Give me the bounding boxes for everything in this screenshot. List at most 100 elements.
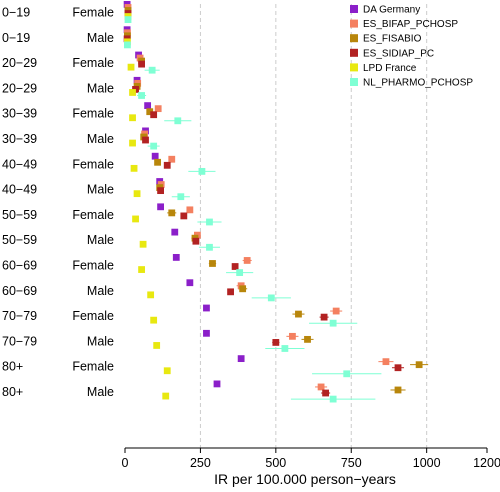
data-point (320, 313, 328, 321)
data-point (239, 285, 247, 293)
x-tick-label: 500 (265, 456, 286, 470)
row-age-label: 50−59 (2, 233, 37, 247)
legend-swatch (350, 48, 358, 57)
row-age-label: 0−19 (2, 31, 30, 45)
row-age-label: 70−79 (2, 309, 37, 323)
row-age-label: 60−69 (2, 259, 37, 273)
data-point (198, 167, 206, 175)
data-point (174, 117, 182, 125)
data-point (130, 164, 138, 172)
data-point (129, 89, 136, 96)
row-age-label: 20−29 (2, 56, 37, 70)
x-tick-label: 1000 (413, 456, 441, 470)
row-sex-label: Female (72, 259, 114, 273)
data-point (329, 319, 337, 327)
data-point (154, 158, 161, 166)
legend-swatch (350, 19, 358, 28)
legend-swatch (350, 34, 358, 43)
data-point (138, 60, 145, 68)
data-point (138, 266, 145, 273)
data-point (138, 92, 145, 99)
data-point (236, 269, 244, 276)
row-age-label: 30−39 (2, 107, 37, 121)
row-sex-label: Male (87, 385, 114, 399)
data-point (133, 190, 141, 198)
legend-label: ES_SIDIAP_PC (363, 48, 434, 59)
x-tick-label: 1200 (473, 456, 500, 470)
data-point (147, 291, 155, 299)
data-point (132, 215, 139, 223)
row-sex-label: Male (87, 233, 114, 247)
data-point (144, 102, 152, 110)
row-sex-label: Male (87, 31, 114, 45)
data-point (162, 392, 170, 400)
data-point (150, 142, 158, 150)
legend-label: DA Germany (363, 5, 420, 16)
row-age-label: 30−39 (2, 132, 37, 146)
data-point (168, 209, 176, 217)
data-point (163, 367, 171, 375)
data-point (206, 218, 213, 226)
x-tick-label: 250 (190, 456, 211, 470)
data-point (295, 310, 302, 318)
x-tick-label: 750 (341, 456, 362, 470)
row-sex-label: Female (72, 208, 114, 222)
x-axis-title: IR per 100.000 person−years (214, 471, 396, 487)
data-point (213, 380, 221, 388)
data-point (150, 111, 158, 119)
row-age-label: 80+ (2, 360, 23, 374)
data-point (192, 237, 200, 245)
row-sex-label: Male (87, 334, 114, 348)
data-point (243, 257, 251, 264)
data-point (146, 108, 154, 116)
row-sex-label: Female (72, 157, 114, 171)
row-age-label: 0−19 (2, 6, 30, 20)
data-point (168, 155, 176, 163)
row-sex-label: Male (87, 284, 114, 298)
row-age-label: 50−59 (2, 208, 37, 222)
data-point (186, 279, 194, 287)
x-axis: 0 250 500 750 1000 1200 (122, 447, 500, 470)
row-age-label: 80+ (2, 385, 23, 399)
data-point (322, 389, 330, 397)
data-point (148, 66, 156, 74)
data-point (227, 288, 234, 296)
point-layer (123, 1, 423, 403)
row-sex-label: Male (87, 183, 114, 197)
legend-label: NL_PHARMO_PCHOSP (363, 78, 473, 89)
data-point (154, 105, 162, 113)
data-point (203, 329, 210, 337)
data-point (382, 358, 390, 366)
data-point (127, 63, 135, 71)
data-point (289, 332, 296, 340)
row-sex-label: Male (87, 81, 114, 95)
data-point (124, 16, 132, 23)
legend-swatch (350, 63, 358, 72)
data-point (172, 254, 180, 261)
data-point (329, 395, 337, 403)
data-point (180, 212, 188, 220)
row-age-label: 40−49 (2, 157, 37, 171)
data-point (267, 294, 275, 302)
data-point (153, 342, 161, 349)
data-point (209, 260, 216, 267)
data-point (163, 161, 171, 169)
row-age-label: 60−69 (2, 284, 37, 298)
legend-label: ES_FISABIO (363, 34, 422, 45)
legend-swatch (350, 78, 358, 86)
data-point (186, 206, 194, 214)
data-point (281, 345, 289, 352)
row-sex-label: Female (72, 107, 114, 121)
legend-label: ES_BIFAP_PCHOSP (363, 19, 458, 30)
data-point (171, 228, 179, 236)
legend-label: LPD France (363, 63, 417, 74)
data-point (272, 339, 280, 346)
legend: DA Germany ES_BIFAP_PCHOSP ES_FISABIO ES_SI… (350, 5, 473, 89)
row-label-layer: 0−19 Female 0−19 Male 20−29 Female 20−29 Male 30… (2, 6, 114, 400)
data-point (142, 136, 149, 144)
data-point (394, 386, 402, 394)
data-point (237, 355, 245, 363)
row-sex-label: Female (72, 309, 114, 323)
